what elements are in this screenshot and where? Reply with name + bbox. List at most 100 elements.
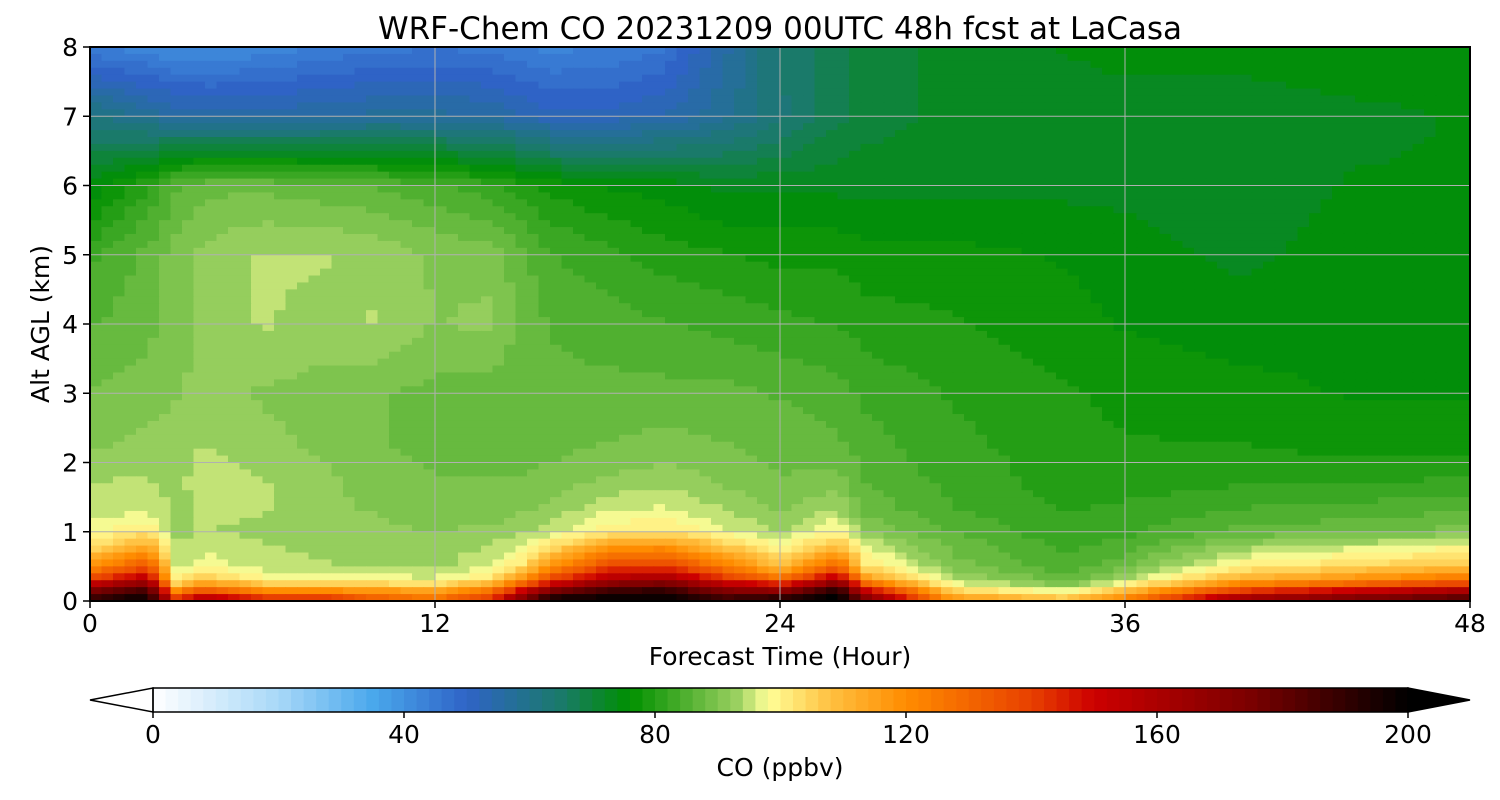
field-cell xyxy=(895,116,908,124)
field-cell xyxy=(1205,60,1218,69)
field-cell xyxy=(676,233,689,242)
field-cell xyxy=(216,199,229,207)
field-cell xyxy=(308,53,321,62)
field-cell xyxy=(550,137,563,145)
field-cell xyxy=(527,123,540,131)
field-cell xyxy=(538,81,551,90)
field-cell xyxy=(722,220,735,228)
field-cell xyxy=(239,192,252,200)
field-cell xyxy=(469,143,482,152)
field-cell xyxy=(883,289,896,297)
field-cell xyxy=(895,60,908,69)
field-cell xyxy=(596,282,609,290)
field-cell xyxy=(929,247,942,256)
field-cell xyxy=(722,199,735,207)
field-cell xyxy=(481,88,494,97)
field-cell xyxy=(101,310,114,318)
field-cell xyxy=(297,164,310,173)
field-cell xyxy=(423,157,436,166)
field-cell xyxy=(320,109,333,117)
field-cell xyxy=(101,317,114,325)
field-cell xyxy=(584,206,597,214)
field-cell xyxy=(814,116,827,124)
field-cell xyxy=(688,53,701,62)
field-cell xyxy=(619,254,632,263)
field-cell xyxy=(1090,102,1103,110)
field-cell xyxy=(941,137,954,145)
field-cell xyxy=(147,199,160,207)
field-cell xyxy=(354,102,367,110)
field-cell xyxy=(1010,324,1023,332)
field-cell xyxy=(561,123,574,131)
field-cell xyxy=(998,67,1011,76)
field-cell xyxy=(366,227,379,235)
field-cell xyxy=(1389,171,1402,180)
field-cell xyxy=(952,150,965,159)
field-cell xyxy=(860,164,873,173)
field-cell xyxy=(584,116,597,124)
field-cell xyxy=(1274,67,1287,76)
field-cell xyxy=(883,102,896,110)
field-cell xyxy=(159,150,172,159)
field-cell xyxy=(906,227,919,235)
field-cell xyxy=(389,268,402,277)
field-cell xyxy=(205,227,218,235)
field-cell xyxy=(1309,164,1322,173)
field-cell xyxy=(1424,254,1437,263)
field-cell xyxy=(1079,60,1092,69)
field-cell xyxy=(446,123,459,131)
field-cell xyxy=(492,95,505,103)
field-cell xyxy=(1125,74,1138,83)
field-cell xyxy=(182,324,195,332)
field-cell xyxy=(1194,275,1207,284)
field-cell xyxy=(561,74,574,83)
field-cell xyxy=(1447,282,1460,290)
field-cell xyxy=(607,227,620,235)
field-cell xyxy=(941,143,954,152)
field-cell xyxy=(285,254,298,263)
field-cell xyxy=(435,130,448,138)
field-cell xyxy=(1205,254,1218,263)
field-cell xyxy=(1378,60,1391,69)
field-cell xyxy=(331,296,344,304)
field-cell xyxy=(469,220,482,228)
field-cell xyxy=(964,47,977,55)
field-cell xyxy=(584,171,597,180)
field-cell xyxy=(538,275,551,284)
field-cell xyxy=(1113,282,1126,290)
field-cell xyxy=(722,192,735,200)
field-cell xyxy=(573,130,586,138)
field-cell xyxy=(1090,317,1103,325)
field-cell xyxy=(918,213,931,221)
field-cell xyxy=(377,296,390,304)
field-cell xyxy=(331,67,344,76)
field-cell xyxy=(665,81,678,90)
field-cell xyxy=(1125,185,1138,194)
field-cell xyxy=(1021,233,1034,242)
field-cell xyxy=(1159,171,1172,180)
field-cell xyxy=(331,53,344,62)
field-cell xyxy=(745,303,758,311)
field-cell xyxy=(492,109,505,117)
field-cell xyxy=(147,102,160,110)
field-cell xyxy=(1159,324,1172,332)
field-cell xyxy=(1424,95,1437,103)
field-cell xyxy=(1136,199,1149,207)
field-cell xyxy=(423,261,436,270)
field-cell xyxy=(159,143,172,152)
field-cell xyxy=(1079,116,1092,124)
field-cell xyxy=(964,81,977,90)
field-cell xyxy=(1435,109,1448,117)
field-cell xyxy=(354,171,367,180)
field-cell xyxy=(1274,227,1287,235)
field-cell xyxy=(159,240,172,249)
field-cell xyxy=(101,268,114,277)
field-cell xyxy=(849,150,862,159)
field-cell xyxy=(504,240,517,249)
field-cell xyxy=(1240,324,1253,332)
field-cell xyxy=(791,102,804,110)
field-cell xyxy=(1401,261,1414,270)
field-cell xyxy=(1194,213,1207,221)
field-cell xyxy=(1274,81,1287,90)
field-cell xyxy=(964,109,977,117)
